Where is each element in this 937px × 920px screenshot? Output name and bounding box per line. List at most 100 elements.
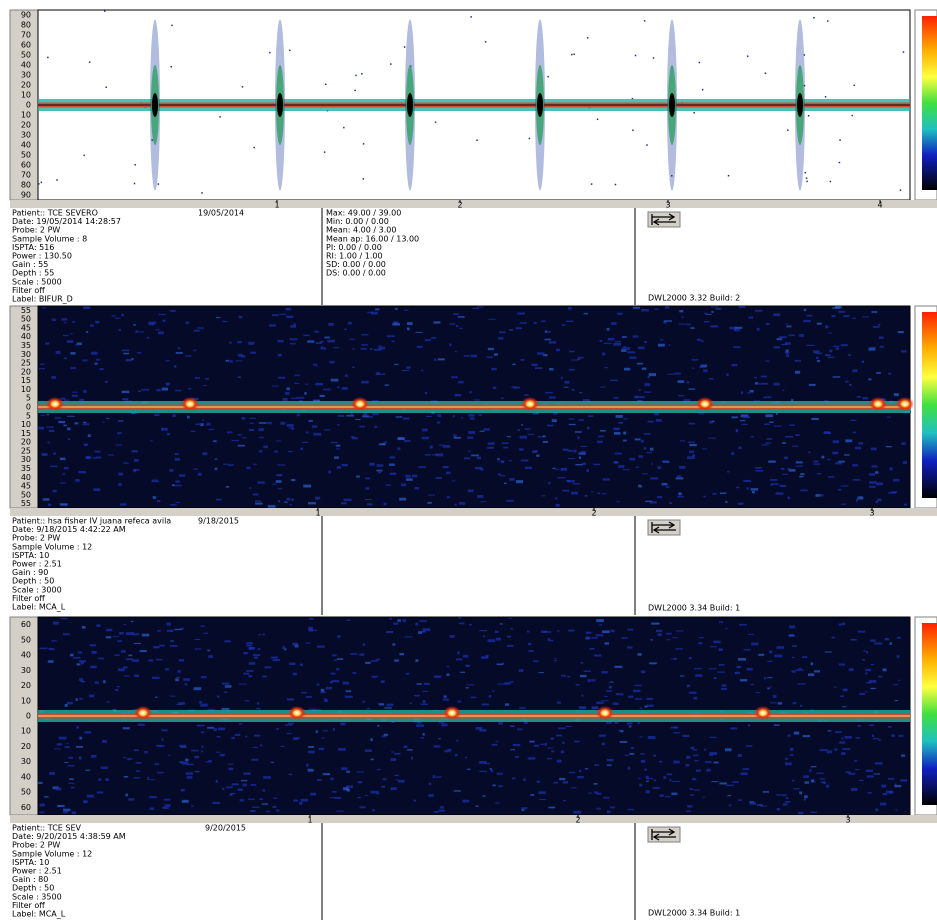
noise — [530, 794, 535, 796]
noise — [394, 752, 401, 755]
noise — [703, 495, 706, 498]
noise — [415, 659, 419, 662]
noise — [194, 648, 202, 650]
noise — [458, 381, 464, 384]
noise — [579, 392, 583, 394]
speck — [614, 183, 617, 186]
noise — [713, 640, 721, 644]
noise — [237, 376, 241, 378]
noise — [462, 799, 470, 803]
noise — [389, 456, 396, 459]
noise — [785, 757, 788, 761]
noise — [857, 496, 864, 500]
noise — [152, 496, 157, 499]
noise — [58, 736, 67, 740]
scale-label: 35 — [21, 341, 31, 350]
noise — [868, 473, 875, 476]
noise — [696, 769, 701, 772]
noise — [216, 317, 221, 319]
noise — [748, 633, 754, 635]
noise — [637, 346, 645, 350]
noise — [397, 619, 401, 622]
noise — [795, 669, 804, 671]
detail: Depth : 50 — [12, 577, 54, 586]
noise — [266, 810, 271, 813]
noise — [372, 809, 376, 812]
noise — [157, 331, 164, 335]
noise — [427, 501, 432, 504]
noise — [406, 366, 411, 369]
noise — [903, 503, 908, 506]
noise — [613, 343, 622, 346]
noise — [292, 737, 299, 741]
noise — [632, 689, 641, 693]
noise — [551, 419, 557, 422]
noise — [137, 723, 145, 726]
noise — [512, 743, 521, 747]
noise — [605, 721, 612, 724]
noise — [704, 312, 707, 315]
noise — [773, 346, 781, 349]
noise — [591, 637, 598, 639]
noise — [296, 396, 305, 399]
noise — [803, 308, 807, 312]
noise — [249, 487, 252, 489]
noise — [647, 420, 654, 423]
noise — [331, 791, 337, 793]
noise — [731, 363, 738, 367]
spike-center — [537, 93, 543, 117]
noise — [585, 636, 591, 640]
noise — [567, 449, 573, 452]
noise — [644, 340, 647, 344]
noise — [717, 671, 725, 673]
noise — [330, 441, 338, 444]
noise — [855, 498, 859, 502]
noise — [83, 443, 89, 447]
noise — [403, 745, 408, 749]
noise — [148, 323, 155, 326]
noise — [473, 399, 480, 401]
noise — [635, 466, 639, 468]
noise — [865, 672, 868, 675]
speck — [643, 20, 646, 22]
scale-label: 30 — [21, 455, 31, 464]
noise — [272, 483, 277, 485]
speck — [899, 189, 902, 191]
noise — [322, 773, 331, 776]
time-tick-label: 1 — [274, 201, 279, 210]
speck — [434, 121, 437, 123]
noise — [577, 776, 584, 779]
noise — [466, 684, 474, 686]
noise — [386, 335, 395, 338]
noise — [562, 799, 567, 802]
detail: ISPTA: 516 — [12, 243, 54, 252]
noise — [623, 418, 628, 420]
scale-label: 60 — [21, 803, 31, 812]
noise — [542, 440, 549, 443]
noise — [735, 486, 740, 489]
noise — [336, 668, 340, 671]
noise — [641, 308, 649, 312]
noise — [64, 703, 68, 707]
noise — [94, 362, 98, 365]
noise — [703, 748, 707, 751]
noise — [225, 359, 230, 362]
noise — [792, 445, 799, 447]
noise — [588, 415, 594, 418]
noise — [655, 418, 662, 422]
noise — [291, 427, 294, 430]
noise — [848, 772, 856, 775]
noise — [131, 358, 134, 361]
noise — [838, 460, 845, 463]
noise — [591, 706, 599, 709]
noise — [791, 670, 796, 673]
noise — [888, 777, 895, 780]
noise — [834, 748, 838, 751]
noise — [642, 473, 649, 475]
noise — [76, 342, 83, 345]
noise — [643, 433, 651, 435]
noise — [648, 373, 657, 377]
noise — [614, 340, 621, 343]
noise — [868, 378, 872, 381]
